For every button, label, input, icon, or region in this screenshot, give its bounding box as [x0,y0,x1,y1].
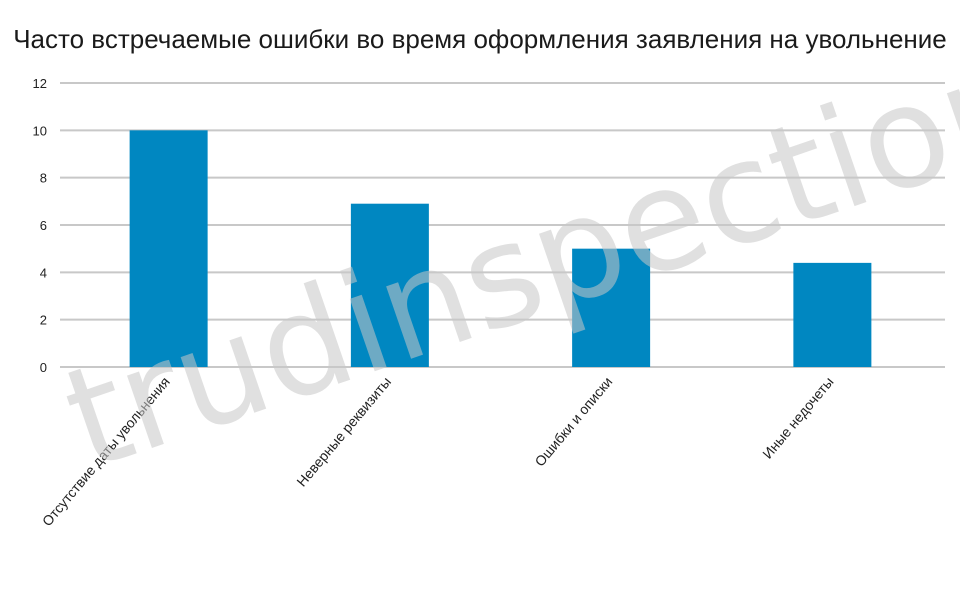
bar [129,130,208,367]
y-tick-label: 6 [40,218,47,233]
y-tick-label: 4 [40,265,47,280]
bars [129,130,872,367]
y-tick-label: 0 [40,360,47,375]
y-tick-label: 10 [33,123,47,138]
bar [572,248,651,367]
x-tick-label: Ошибки и описки [531,374,615,470]
y-axis-ticks: 0 2 4 6 8 10 12 [33,76,47,375]
y-tick-label: 2 [40,313,47,328]
x-tick-label: Иные недочеты [759,374,836,462]
y-tick-label: 12 [33,76,47,91]
y-tick-label: 8 [40,171,47,186]
bar [793,262,872,367]
bar [350,203,429,367]
chart-title: Часто встречаемые ошибки во время оформл… [13,24,947,54]
